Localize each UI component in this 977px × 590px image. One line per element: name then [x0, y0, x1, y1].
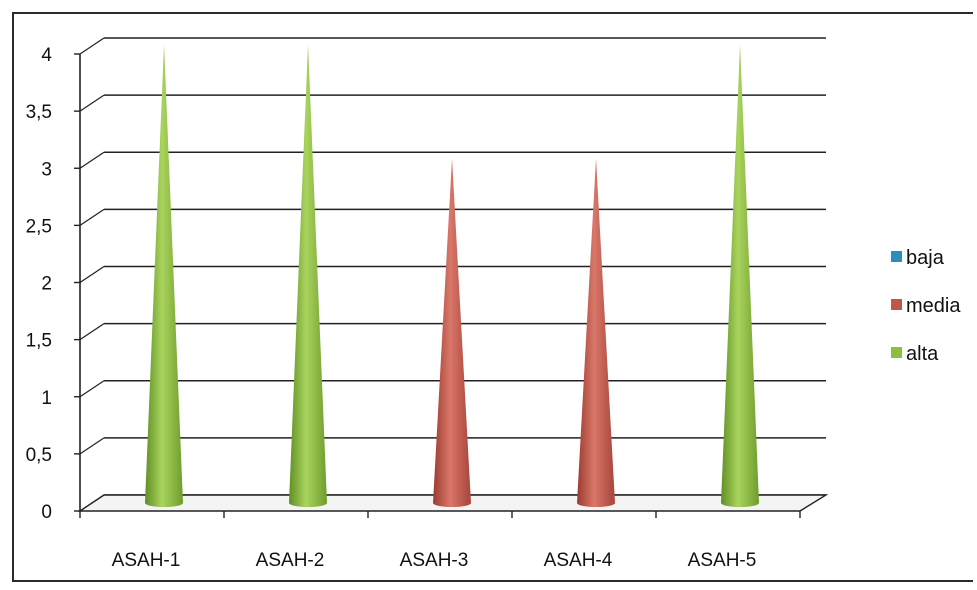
y-axis-tick-labels: 0 0,5 1 1,5 2 2,5 3 3,5 4 [26, 45, 53, 523]
cone-mark [433, 158, 471, 507]
x-category-label: ASAH-5 [688, 550, 757, 571]
cone-bar-alta-asah-5 [721, 44, 759, 507]
y-tick-label: 2 [41, 274, 52, 295]
y-tick-label: 2,5 [26, 216, 52, 237]
gridline-side [79, 266, 105, 283]
gridline-side [79, 37, 105, 55]
legend: baja media alta [891, 247, 961, 365]
legend-swatch-alta [891, 347, 902, 358]
y-tick-label: 3 [41, 159, 52, 180]
chart-frame [12, 12, 973, 582]
cone-mark [289, 44, 327, 507]
x-category-label: ASAH-1 [112, 550, 181, 571]
gridline-side [79, 94, 105, 112]
cone-bar-alta-asah-1 [145, 44, 183, 507]
gridline-side [79, 208, 105, 226]
legend-label-baja: baja [906, 247, 945, 269]
y-tick-label: 1 [41, 388, 52, 409]
x-category-label: ASAH-2 [256, 550, 325, 571]
cone-bar-media-asah-4 [577, 158, 615, 507]
cone-bar-alta-asah-2 [289, 44, 327, 507]
gridline-side [79, 151, 105, 169]
legend-label-media: media [906, 295, 961, 317]
cone-mark [577, 158, 615, 507]
cone-mark [145, 44, 183, 507]
gridline-side [79, 323, 105, 341]
legend-swatch-baja [891, 251, 902, 262]
legend-swatch-media [891, 299, 902, 310]
x-axis-category-labels: ASAH-1 ASAH-2 ASAH-3 ASAH-4 ASAH-5 [112, 550, 757, 571]
y-tick-label: 0 [41, 502, 52, 523]
cone-mark [721, 44, 759, 507]
gridline-side [79, 437, 105, 455]
gridlines [79, 37, 826, 512]
y-tick-label: 1,5 [26, 331, 52, 352]
x-category-label: ASAH-3 [400, 550, 469, 571]
x-category-label: ASAH-4 [544, 550, 613, 571]
y-tick-label: 3,5 [26, 102, 52, 123]
legend-label-alta: alta [906, 343, 939, 365]
y-tick-label: 4 [41, 45, 52, 66]
y-tick-label: 0,5 [26, 445, 52, 466]
gridline-side [79, 380, 105, 398]
cone-bars [145, 44, 759, 507]
cone-bar-media-asah-3 [433, 158, 471, 507]
